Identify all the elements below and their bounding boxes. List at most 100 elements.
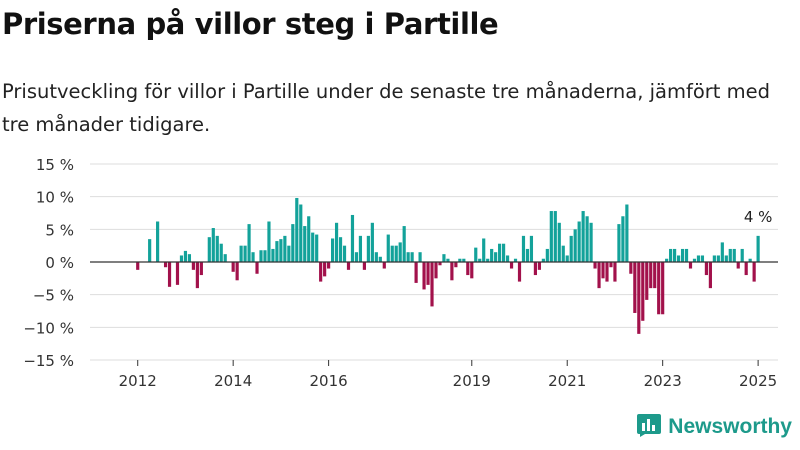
bar [712, 255, 716, 262]
bar [684, 248, 689, 262]
bar [629, 262, 633, 274]
bar [657, 262, 661, 315]
bar [637, 262, 641, 334]
x-tick-label: 2023 [644, 372, 682, 390]
bar [275, 241, 279, 262]
bar [513, 258, 518, 262]
bar [581, 211, 585, 262]
bar [287, 245, 291, 262]
bar [625, 204, 629, 262]
bar [573, 229, 577, 262]
bar [462, 258, 466, 262]
bar [223, 254, 227, 262]
bar [219, 243, 223, 262]
bar [259, 250, 263, 262]
bar [609, 262, 613, 268]
bar [521, 235, 526, 262]
y-tick-label: 15 % [36, 156, 74, 174]
bar [661, 262, 665, 315]
bar [669, 248, 673, 262]
bar [311, 232, 315, 262]
bar [247, 224, 251, 262]
bar [720, 242, 724, 262]
bar [330, 238, 335, 262]
x-tick-label: 2019 [453, 372, 491, 390]
bar [565, 255, 569, 262]
bar [175, 262, 180, 285]
bar [716, 255, 720, 262]
bar [426, 262, 430, 285]
bar [342, 245, 347, 262]
gridlines [90, 163, 778, 361]
bar [394, 245, 398, 262]
bar [577, 221, 581, 262]
bar [525, 248, 530, 262]
y-tick-label: −15 % [23, 352, 74, 370]
x-tick-label: 2012 [119, 372, 157, 390]
bar [613, 262, 617, 282]
bar [358, 235, 363, 262]
bar [474, 247, 478, 262]
bar [633, 262, 637, 313]
y-tick-label: 0 % [45, 254, 74, 272]
bar [601, 262, 605, 279]
bar [191, 262, 195, 270]
bar [327, 262, 331, 269]
bar [708, 262, 712, 289]
bar [402, 226, 406, 262]
newsworthy-logo: Newsworthy [636, 412, 792, 442]
bar [179, 255, 184, 262]
bar [414, 262, 418, 283]
bar-chart: 15 %10 %5 %0 %−5 %−10 %−15 % 2012 2014 201… [23, 156, 778, 390]
bar [422, 262, 426, 290]
bar [434, 262, 438, 279]
bar [696, 255, 701, 262]
bar [187, 254, 192, 262]
bar [442, 254, 446, 262]
bar [704, 262, 709, 276]
bar [446, 258, 450, 262]
bar [295, 197, 299, 262]
bar [350, 214, 355, 262]
bar [517, 262, 522, 282]
x-tick-label: 2021 [548, 372, 586, 390]
bar [199, 262, 203, 276]
bar [251, 252, 255, 262]
bar [231, 262, 235, 272]
x-tick-label: 2025 [739, 372, 777, 390]
bar [736, 262, 740, 269]
bar [466, 262, 470, 276]
bar [585, 216, 589, 262]
bar [267, 221, 271, 262]
bar [589, 222, 593, 262]
bar [183, 250, 188, 262]
brand-name: Newsworthy [668, 415, 792, 438]
bar [688, 262, 693, 269]
bar [502, 243, 506, 262]
bars [136, 197, 760, 334]
bar [541, 258, 545, 262]
bar [724, 255, 728, 262]
bar [458, 258, 462, 262]
bar [744, 262, 748, 276]
x-tick-label: 2014 [214, 372, 252, 390]
bar [243, 245, 247, 262]
y-tick-label: −5 % [33, 287, 74, 305]
bar [215, 235, 219, 262]
bar [605, 262, 609, 282]
bar [390, 245, 394, 262]
chart-title: Priserna på villor steg i Partille [2, 7, 499, 41]
bar [410, 252, 414, 262]
bar [167, 262, 172, 287]
bar [291, 224, 295, 262]
bar [533, 262, 538, 276]
y-tick-label: 5 % [45, 221, 74, 239]
bar [211, 228, 215, 262]
bar [346, 262, 351, 270]
bar [561, 245, 565, 262]
bar [207, 237, 211, 262]
bar [505, 255, 510, 262]
bar [700, 255, 705, 262]
bar [529, 235, 534, 262]
bar [378, 256, 382, 262]
